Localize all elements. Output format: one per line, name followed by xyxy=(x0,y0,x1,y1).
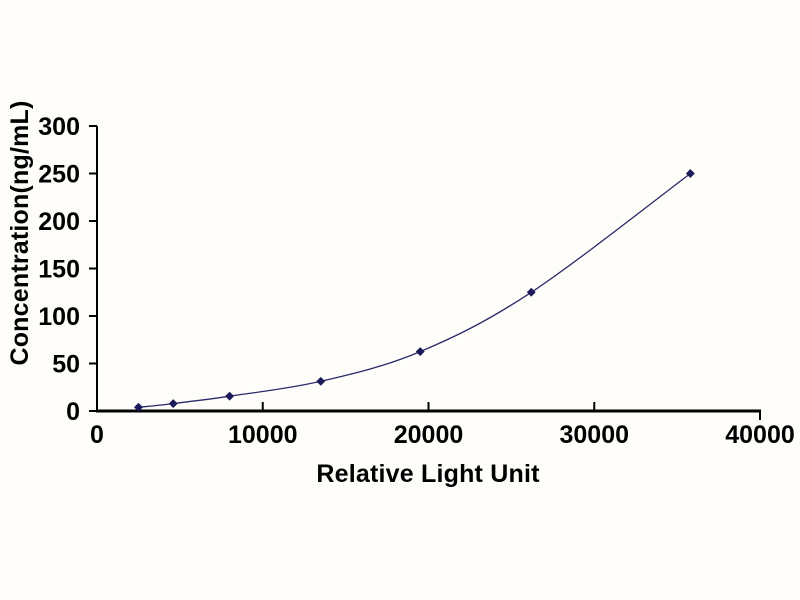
axes-group xyxy=(96,126,761,413)
y-tick-label: 100 xyxy=(38,303,80,331)
y-tick-label: 0 xyxy=(66,398,80,426)
x-tick-label: 30000 xyxy=(559,421,629,449)
y-tick-label: 150 xyxy=(38,256,80,284)
data-point-marker xyxy=(526,287,536,297)
tick-labels-group: 0 50 100 150 200 250 300 0 10000 20000 30000 40000 xyxy=(38,113,794,449)
data-point-marker xyxy=(225,391,235,401)
x-tick-label: 0 xyxy=(90,421,104,449)
x-tick-label: 20000 xyxy=(394,421,464,449)
y-tick-label: 200 xyxy=(38,208,80,236)
series-group xyxy=(133,168,695,412)
data-point-marker xyxy=(168,399,178,409)
x-tick-label: 10000 xyxy=(228,421,298,449)
curve-line xyxy=(138,172,691,408)
data-point-marker xyxy=(415,347,425,357)
data-point-marker xyxy=(685,168,695,179)
y-tick-label: 50 xyxy=(52,351,80,379)
data-point-marker xyxy=(316,376,326,386)
data-point-marker xyxy=(133,402,143,412)
y-axis-title: Concentration(ng/mL) xyxy=(6,100,34,365)
x-tick-label: 40000 xyxy=(725,421,795,449)
y-tick-label: 300 xyxy=(38,113,80,141)
y-tick-label: 250 xyxy=(38,161,80,189)
ticks-group xyxy=(89,125,761,420)
x-axis-title: Relative Light Unit xyxy=(316,460,540,488)
